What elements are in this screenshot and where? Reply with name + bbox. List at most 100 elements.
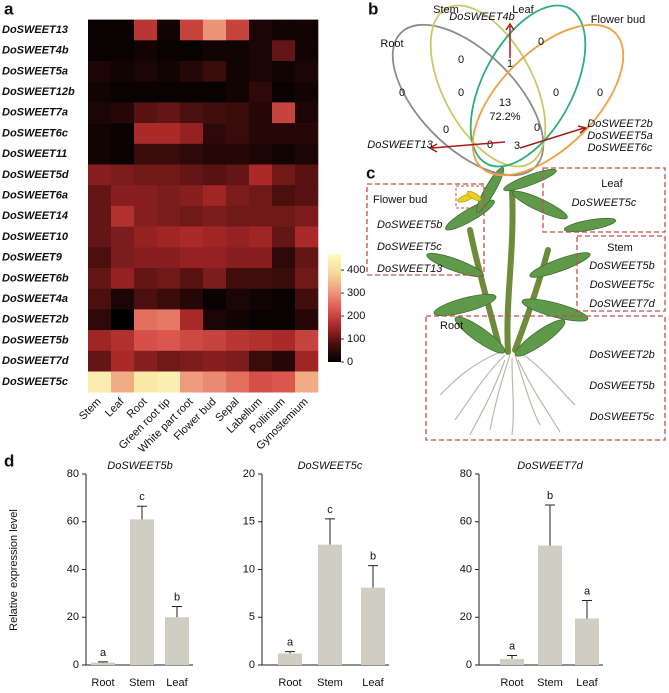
heatmap-cell	[134, 123, 158, 145]
heatmap-cell	[295, 123, 319, 145]
colorbar	[328, 254, 341, 362]
heatmap-cell	[203, 268, 227, 289]
y-tick-label: 60	[460, 516, 472, 528]
error-bar	[98, 661, 108, 663]
heatmap-cell	[272, 226, 296, 248]
heatmap-cell	[272, 350, 296, 372]
venn-count: 3	[514, 140, 520, 152]
heatmap-cell	[249, 185, 273, 207]
heatmap-cell	[157, 40, 181, 62]
colorbar-tick-label: 0	[347, 356, 353, 368]
y-tick-label: 40	[460, 563, 472, 575]
venn-set-label: Leaf	[512, 4, 534, 16]
x-tick-label: Stem	[317, 677, 343, 689]
heatmap-cell	[295, 268, 319, 289]
venn-set	[469, 4, 587, 168]
error-bar	[137, 505, 147, 520]
heatmap-cell	[203, 81, 227, 103]
heatmap-cell	[134, 268, 158, 289]
heatmap-cell	[88, 102, 112, 124]
row-label: DoSWEET9	[2, 252, 63, 264]
heatmap-cell	[226, 288, 250, 310]
heatmap-cell	[272, 247, 296, 269]
row-label: DoSWEET6c	[2, 127, 68, 139]
heatmap-cell	[295, 143, 319, 165]
heatmap-cell	[134, 371, 158, 393]
heatmap-cell	[180, 330, 204, 352]
heatmap-cell	[226, 102, 250, 124]
heatmap-cell	[226, 350, 250, 372]
gene-label: DoSWEET5c	[377, 241, 442, 253]
heatmap-cell	[134, 350, 158, 372]
heatmap-cell	[134, 102, 158, 124]
significance-letter: c	[327, 504, 333, 516]
heatmap-cell	[111, 19, 135, 41]
colorbar-tick-label: 400	[347, 264, 365, 276]
heatmap-cell	[157, 81, 181, 103]
venn-set	[471, 23, 625, 177]
row-label: DoSWEET11	[2, 148, 67, 160]
heatmap-cell	[111, 247, 135, 269]
heatmap-cell	[295, 330, 319, 352]
significance-letter: a	[100, 647, 107, 659]
heatmap-cell	[226, 143, 250, 165]
row-label: DoSWEET12b	[2, 86, 75, 98]
heatmap-cell	[180, 247, 204, 269]
bar	[91, 662, 115, 665]
heatmap-cell	[203, 19, 227, 41]
heatmap-cell	[134, 19, 158, 41]
heatmap-cell	[157, 123, 181, 145]
box-title: Root	[440, 320, 463, 332]
heatmap-cell	[88, 288, 112, 310]
heatmap-cell	[249, 40, 273, 62]
panel-label: b	[368, 0, 378, 18]
heatmap-cell	[272, 19, 296, 41]
heatmap-cell	[134, 288, 158, 310]
heatmap-cell	[249, 164, 273, 186]
gene-label: DoSWEET13	[377, 263, 443, 275]
heatmap-cell	[226, 19, 250, 41]
heatmap-cell	[272, 371, 296, 393]
significance-letter: b	[547, 490, 553, 502]
heatmap-cell	[134, 164, 158, 186]
row-label: DoSWEET2b	[2, 314, 69, 326]
heatmap-cell	[203, 226, 227, 248]
x-tick-label: Root	[278, 677, 301, 689]
x-tick-label: Root	[91, 677, 114, 689]
panel-label: a	[4, 0, 14, 18]
heatmap-cell	[272, 288, 296, 310]
heatmap-cell	[157, 247, 181, 269]
heatmap-cell	[134, 309, 158, 331]
row-label: DoSWEET5a	[2, 65, 68, 77]
significance-letter: c	[139, 491, 145, 503]
gene-label: DoSWEET5b	[589, 260, 654, 272]
chart-title: DoSWEET7d	[517, 460, 583, 472]
heatmap-cell	[203, 309, 227, 331]
column-label: Leaf	[103, 395, 127, 419]
heatmap-cell	[226, 81, 250, 103]
heatmap-cell	[295, 164, 319, 186]
heatmap-cell	[157, 185, 181, 207]
y-tick-label: 40	[67, 563, 79, 575]
heatmap-cell	[111, 185, 135, 207]
heatmap-cell	[88, 143, 112, 165]
bar	[500, 659, 524, 665]
heatmap-cell	[249, 226, 273, 248]
heatmap-cell	[203, 371, 227, 393]
gene-label: DoSWEET2b	[589, 349, 654, 361]
heatmap-cell	[272, 81, 296, 103]
heatmap-cell	[157, 61, 181, 82]
heatmap-cell	[111, 226, 135, 248]
venn-count: 0	[597, 87, 603, 99]
y-tick-label: 0	[249, 659, 255, 671]
heatmap-cell	[111, 288, 135, 310]
x-tick-label: Stem	[129, 677, 155, 689]
heatmap-cell	[295, 247, 319, 269]
heatmap-cell	[226, 226, 250, 248]
bar	[165, 617, 189, 665]
heatmap-cell	[249, 123, 273, 145]
bar	[318, 544, 342, 665]
heatmap-cell	[249, 19, 273, 41]
venn-percent: 72.2%	[489, 111, 520, 123]
y-tick-label: 15	[243, 516, 255, 528]
